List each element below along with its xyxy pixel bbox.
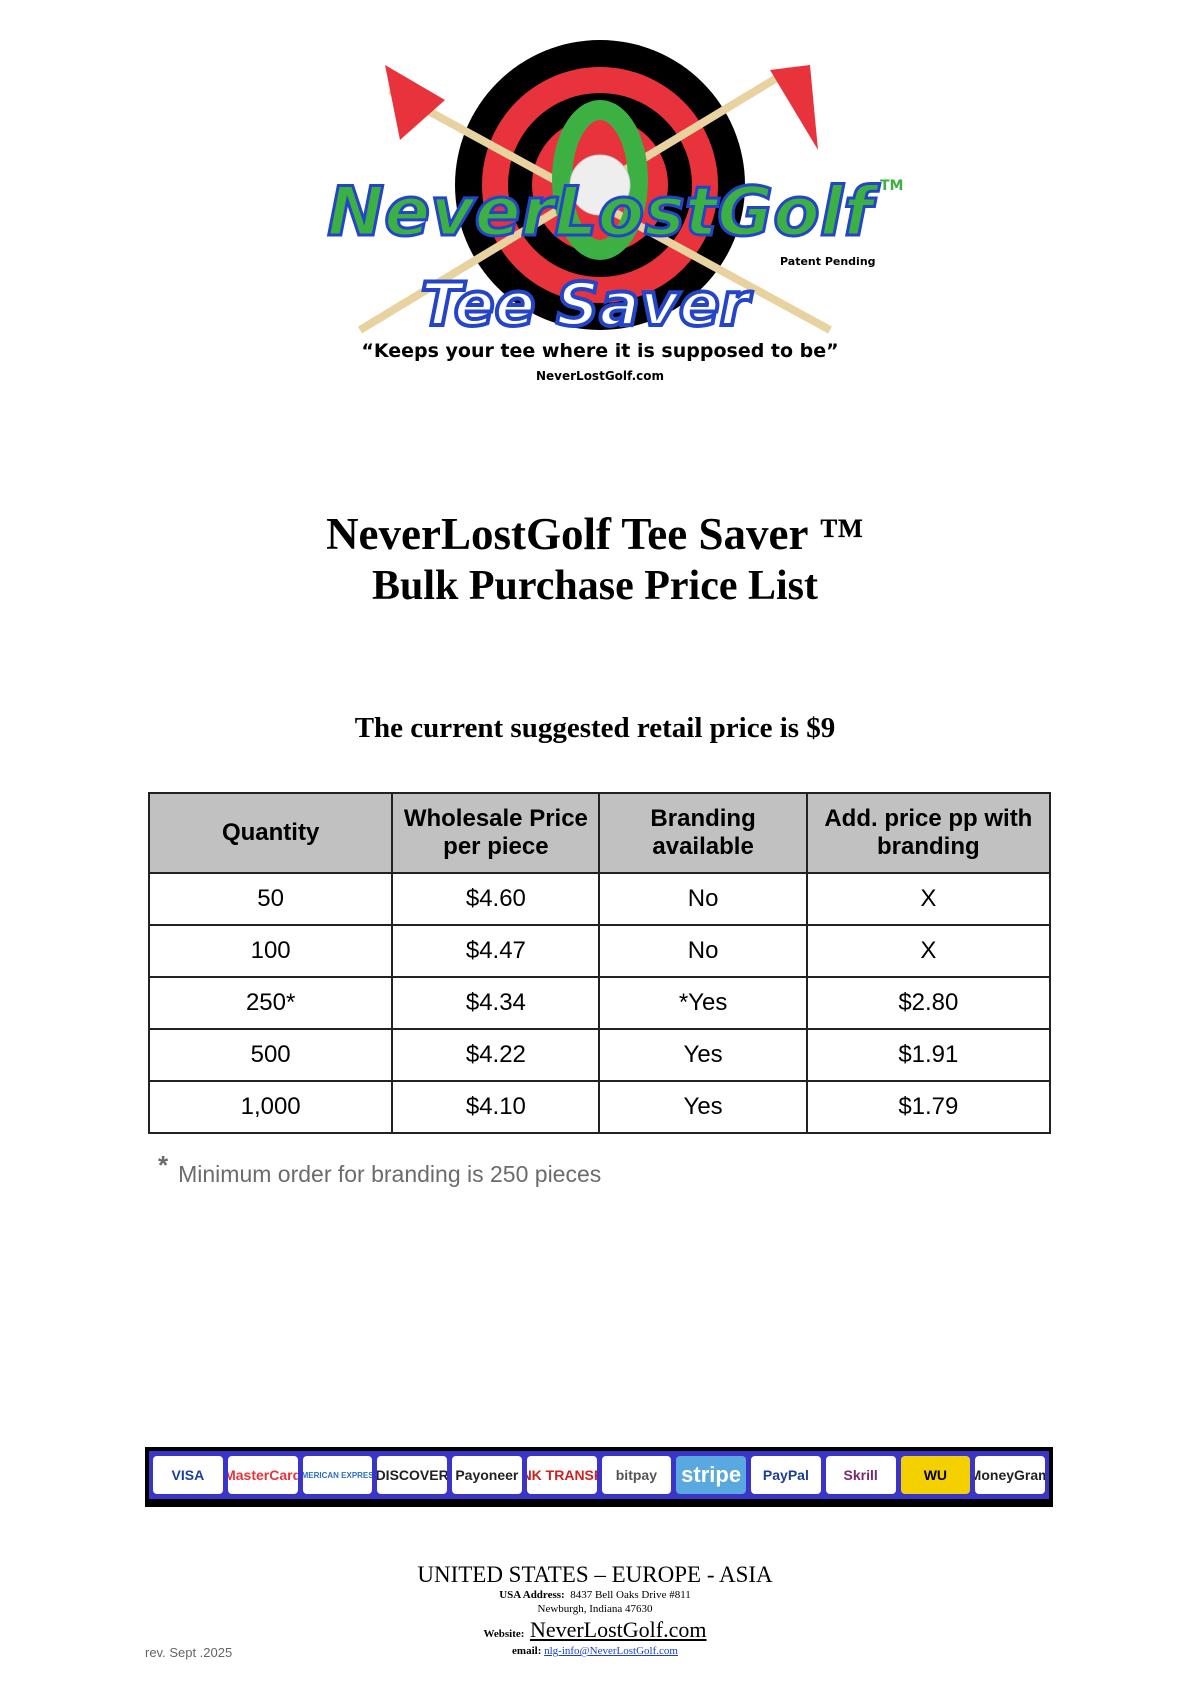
header-branding: Branding available <box>598 792 808 874</box>
svg-text:NeverLostGolf.com: NeverLostGolf.com <box>536 369 664 383</box>
payment-logo-skrill: Skrill <box>825 1456 896 1494</box>
payment-logo-wu: WU <box>900 1456 971 1494</box>
svg-text:Patent Pending: Patent Pending <box>780 255 876 268</box>
payment-logo-discover: DISCOVER <box>377 1456 447 1494</box>
footer-regions: UNITED STATES – EUROPE - ASIA <box>417 1562 773 1587</box>
svg-text:“Keeps your tee where it is s: “Keeps your tee where it is supposed to … <box>361 340 838 362</box>
website-link[interactable]: NeverLostGolf.com <box>529 1617 707 1642</box>
payment-logo-mastercard: MasterCard <box>227 1456 298 1494</box>
logo-product: Tee Saver <box>421 270 753 340</box>
table-cell: $4.60 <box>391 872 601 926</box>
payment-logo-american-express: AMERICAN EXPRESS <box>302 1456 373 1494</box>
table-row: 100 $4.47 No X <box>147 924 1052 978</box>
page-subtitle: Bulk Purchase Price List <box>371 563 819 609</box>
revision-date: rev. Sept .2025 <box>145 1645 233 1660</box>
email-label: email: <box>512 1645 542 1657</box>
payment-logo-stripe: stripe <box>676 1456 746 1494</box>
header-quantity: Quantity <box>147 792 394 874</box>
retail-price-note: The current suggested retail price is $9 <box>354 712 836 744</box>
table-cell: $1.79 <box>805 1080 1052 1134</box>
logo-brand: NeverLostGolf <box>327 173 880 252</box>
footnote-text: Minimum order for branding is 250 pieces <box>178 1161 602 1187</box>
payment-logo-visa: VISA <box>153 1456 223 1494</box>
table-cell: $4.10 <box>391 1080 601 1134</box>
table-cell: $4.47 <box>391 924 601 978</box>
payment-logo-bitpay: bitpay <box>601 1456 672 1494</box>
table-cell: *Yes <box>598 976 808 1030</box>
footer-address: USA Address: 8437 Bell Oaks Drive #811 <box>0 1589 1190 1601</box>
table-cell: 250* <box>147 976 394 1030</box>
table-cell: 100 <box>147 924 394 978</box>
table-cell: Yes <box>598 1080 808 1134</box>
asterisk: * <box>158 1150 169 1180</box>
table-cell: No <box>598 872 808 926</box>
table-cell: 500 <box>147 1028 394 1082</box>
payment-logo-bank-transfer: BANK TRANSFER <box>526 1456 597 1494</box>
svg-text:TM: TM <box>880 178 903 194</box>
table-row: 250* $4.34 *Yes $2.80 <box>147 976 1052 1030</box>
footnote: * Minimum order for branding is 250 piece… <box>158 1150 602 1189</box>
table-row: 50 $4.60 No X <box>147 872 1052 926</box>
address-line2: Newburgh, Indiana 47630 <box>537 1603 653 1615</box>
payment-logo-payoneer: Payoneer <box>452 1456 522 1494</box>
address-line1: 8437 Bell Oaks Drive #811 <box>570 1589 691 1601</box>
footer-email: email: nlg-info@NeverLostGolf.com <box>0 1645 1190 1657</box>
table-cell: $2.80 <box>805 976 1052 1030</box>
table-cell: X <box>805 872 1052 926</box>
table-cell: $1.91 <box>805 1028 1052 1082</box>
table-cell: X <box>805 924 1052 978</box>
header-branding-price: Add. price pp with branding <box>805 792 1052 874</box>
table-cell: 1,000 <box>147 1080 394 1134</box>
payment-methods-banner: VISAMasterCardAMERICAN EXPRESSDISCOVERPa… <box>145 1447 1053 1507</box>
website-label: Website: <box>483 1628 525 1640</box>
price-table: Quantity Wholesale Price per piece Brand… <box>147 792 1052 1134</box>
payment-logo-paypal: PayPal <box>751 1456 821 1494</box>
table-row: 1,000 $4.10 Yes $1.79 <box>147 1080 1052 1134</box>
email-link[interactable]: nlg-info@NeverLostGolf.com <box>544 1645 678 1657</box>
table-cell: 50 <box>147 872 394 926</box>
payment-logo-moneygram: MoneyGram <box>975 1456 1045 1494</box>
address-label: USA Address: <box>499 1589 565 1601</box>
footer-website: Website: NeverLostGolf.com <box>0 1617 1190 1643</box>
table-cell: Yes <box>598 1028 808 1082</box>
table-cell: $4.34 <box>391 976 601 1030</box>
table-cell: No <box>598 924 808 978</box>
header-wholesale-price: Wholesale Price per piece <box>391 792 601 874</box>
table-cell: $4.22 <box>391 1028 601 1082</box>
page-title: NeverLostGolf Tee Saver ™ <box>326 509 864 559</box>
table-row: 500 $4.22 Yes $1.91 <box>147 1028 1052 1082</box>
neverlostgolf-logo: NeverLostGolf TM Tee Saver Patent Pendin… <box>326 40 903 383</box>
table-header-row: Quantity Wholesale Price per piece Brand… <box>147 792 1052 874</box>
